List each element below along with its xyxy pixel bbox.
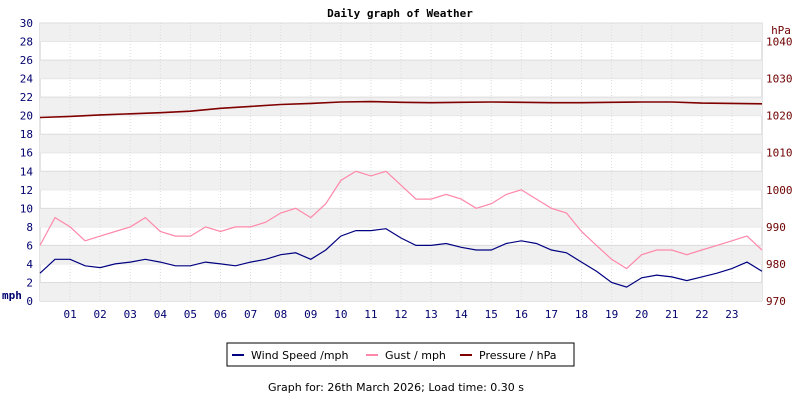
right-axis: 970 980 990 1000 1010 1020 1030 1040: [766, 36, 793, 308]
y2-tick-label: 990: [766, 221, 786, 234]
legend-label: Pressure / hPa: [479, 349, 557, 362]
y-tick-label: 14: [20, 165, 34, 178]
y-tick-label: 6: [26, 239, 33, 252]
grid-band: [40, 282, 762, 301]
y2-tick-label: 970: [766, 295, 786, 308]
y-tick-label: 4: [26, 258, 33, 271]
x-tick-label: 23: [725, 308, 738, 321]
chart-title: Daily graph of Weather: [327, 7, 473, 20]
legend-label: Gust / mph: [385, 349, 446, 362]
x-tick-label: 18: [575, 308, 588, 321]
x-tick-label: 12: [394, 308, 407, 321]
x-tick-label: 01: [63, 308, 76, 321]
y-tick-label: 12: [20, 184, 33, 197]
x-tick-label: 02: [94, 308, 107, 321]
grid-band: [40, 171, 762, 190]
series-line-gust-mph: [39, 170, 763, 270]
x-tick-label: 10: [334, 308, 347, 321]
legend: Wind Speed /mph Gust / mph Pressure / hPa: [226, 342, 575, 367]
y-tick-label: 30: [20, 17, 33, 30]
x-tick-label: 08: [274, 308, 287, 321]
x-tick-label: 11: [364, 308, 377, 321]
x-tick-label: 20: [635, 308, 648, 321]
y-tick-label: 16: [20, 147, 33, 160]
y2-tick-label: 1010: [766, 147, 793, 160]
y-tick-label: 8: [26, 221, 33, 234]
y-tick-label: 0: [26, 295, 33, 308]
series-line-wind-speed-mph: [39, 228, 763, 288]
y-tick-label: 2: [26, 276, 33, 289]
y-tick-label: 10: [20, 202, 33, 215]
grid-band: [40, 60, 762, 79]
y-tick-label: 22: [20, 91, 33, 104]
y2-tick-label: 1000: [766, 184, 793, 197]
legend-box: [226, 342, 575, 367]
x-tick-label: 03: [124, 308, 137, 321]
x-tick-label: 07: [244, 308, 257, 321]
legend-label: Wind Speed /mph: [251, 349, 349, 362]
y-tick-label: 18: [20, 128, 33, 141]
y-tick-label: 24: [20, 73, 34, 86]
y2-tick-label: 1020: [766, 110, 793, 123]
left-axis-unit: mph: [2, 289, 22, 302]
x-tick-label: 09: [304, 308, 317, 321]
x-axis: 01 02 03 04 05 06 07 08 09 10 11 12 13 14 15 16 17 18 19 20…: [63, 308, 738, 321]
x-tick-label: 04: [154, 308, 168, 321]
plot-area: [39, 100, 763, 288]
x-tick-label: 05: [184, 308, 197, 321]
x-tick-label: 22: [695, 308, 708, 321]
x-tick-label: 19: [605, 308, 618, 321]
right-axis-unit: hPa: [771, 24, 791, 37]
y-tick-label: 28: [20, 36, 33, 49]
y2-tick-label: 1040: [766, 36, 793, 49]
footer-text: Graph for: 26th March 2026; Load time: 0…: [268, 381, 524, 394]
x-tick-label: 16: [515, 308, 528, 321]
x-tick-label: 21: [665, 308, 678, 321]
y-tick-label: 26: [20, 54, 33, 67]
x-tick-label: 06: [214, 308, 227, 321]
series-line-pressure-hpa: [39, 100, 763, 119]
x-tick-label: 17: [545, 308, 558, 321]
x-tick-label: 13: [424, 308, 437, 321]
x-tick-label: 14: [455, 308, 469, 321]
y-tick-label: 20: [20, 110, 33, 123]
y2-tick-label: 980: [766, 258, 786, 271]
x-tick-label: 15: [485, 308, 498, 321]
y2-tick-label: 1030: [766, 73, 793, 86]
